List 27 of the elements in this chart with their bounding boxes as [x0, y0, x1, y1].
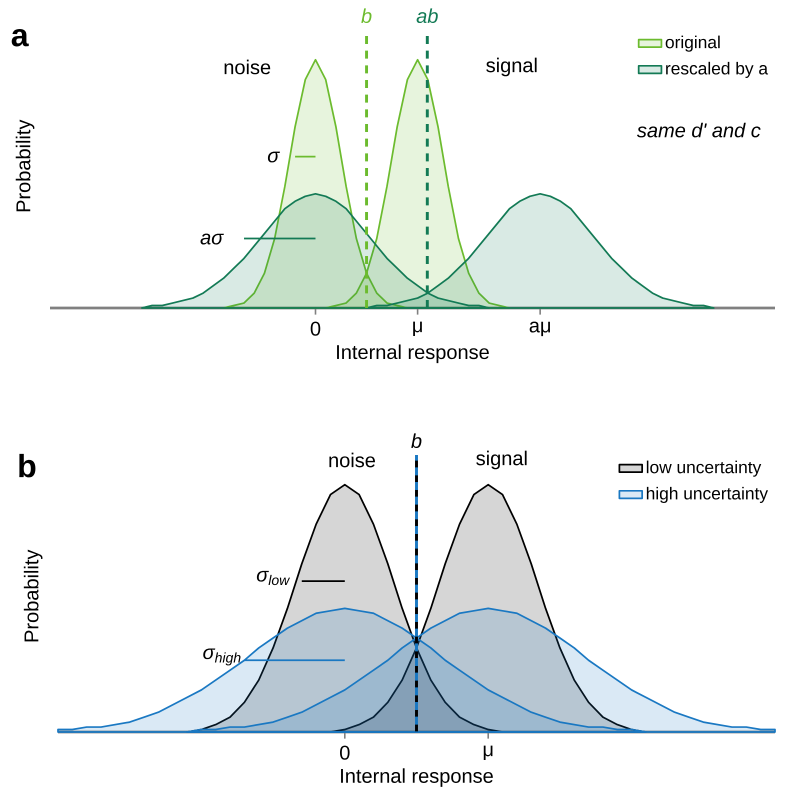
y-axis-title: Probability [16, 120, 34, 212]
x-axis-title: Internal response [337, 344, 489, 364]
x-tick-label: μ [484, 746, 492, 760]
legend-label: high uncertainty [646, 486, 768, 503]
text: b [411, 433, 422, 448]
text: b [361, 8, 372, 24]
annotation: signal [486, 58, 537, 76]
text: signal [476, 450, 527, 470]
x-tick-label: μ [413, 322, 422, 336]
y-axis-title: Probability [24, 550, 42, 642]
annotation: σ$_{low}$ [256, 570, 290, 586]
chart-title: b [19, 454, 36, 478]
annotation: σ$_{high}$ [203, 648, 240, 666]
x-tick-label: aμ [530, 322, 550, 336]
annotation: noise [224, 60, 270, 74]
text: ab [416, 8, 438, 24]
x-axis-title: Internal response [341, 768, 493, 787]
chart-title: a [12, 28, 29, 46]
legend-label: rescaled by a [666, 62, 768, 78]
x-tick-label: 0 [340, 746, 350, 760]
legend-label: original [666, 36, 720, 52]
x-tick-label: 0 [310, 322, 320, 336]
annotation: σ [268, 152, 280, 162]
annotation: same d' and c [636, 122, 761, 138]
annotation: aσ [200, 234, 224, 245]
text: noise [329, 452, 375, 468]
legend-label: low uncertainty [646, 460, 762, 477]
